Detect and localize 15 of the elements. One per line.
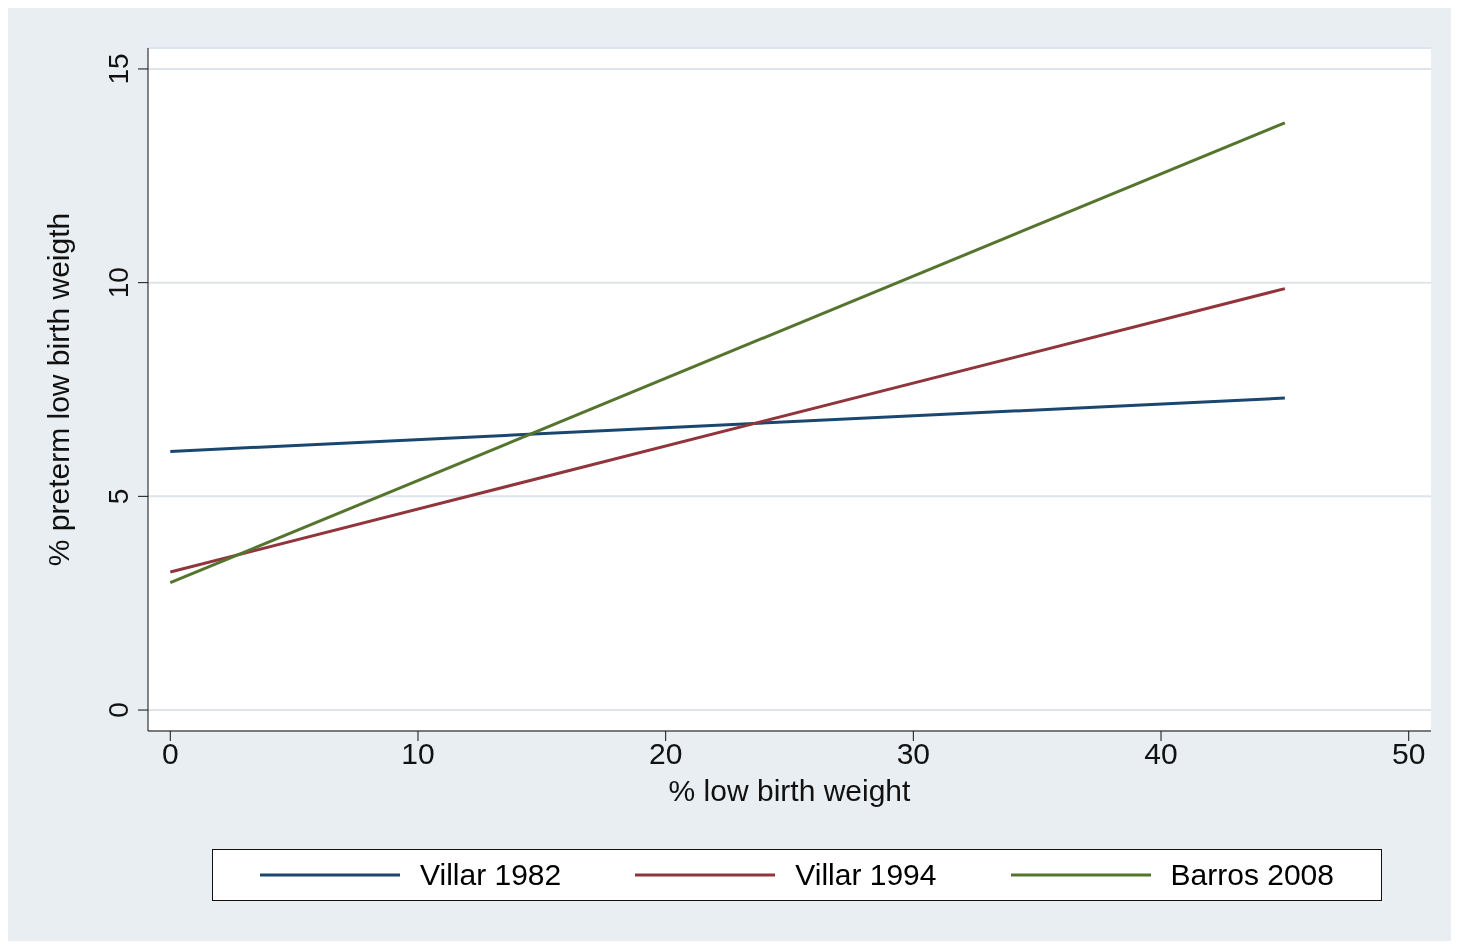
x-tick-label: 50 <box>1392 737 1426 771</box>
y-tick-label: 0 <box>103 702 134 718</box>
x-tick-label: 10 <box>401 737 435 771</box>
x-tick-label: 30 <box>896 737 931 771</box>
y-tick-label: 10 <box>103 267 134 299</box>
x-tick-label: 20 <box>648 737 683 771</box>
y-tick-label: 15 <box>103 53 134 85</box>
x-axis-title: % low birth weight <box>668 774 912 807</box>
legend-label: Villar 1994 <box>795 858 937 892</box>
legend-label: Barros 2008 <box>1170 858 1334 892</box>
x-tick-label: 40 <box>1144 737 1178 771</box>
legend-label: Villar 1982 <box>420 858 562 892</box>
y-axis-title: % preterm low birth weigth <box>41 212 75 567</box>
y-tick-label: 5 <box>103 488 134 505</box>
x-tick-label: 0 <box>161 737 179 771</box>
